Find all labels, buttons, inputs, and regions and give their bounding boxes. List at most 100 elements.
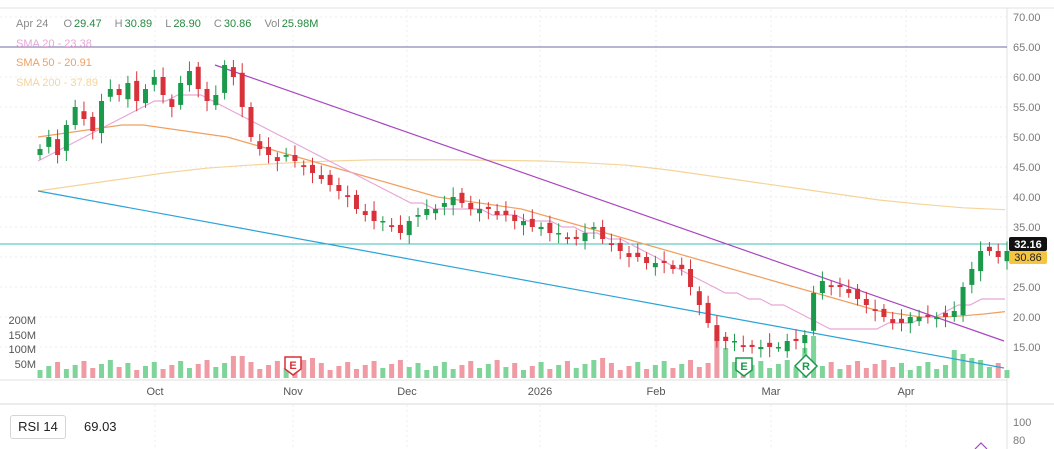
volume-bar	[986, 367, 992, 378]
candle-body	[661, 260, 667, 263]
event-label: E	[740, 361, 747, 373]
y-tick-label: 60.00	[1013, 72, 1041, 84]
volume-bar	[749, 365, 755, 378]
volume-bar	[151, 362, 157, 378]
event-shield	[284, 356, 302, 376]
candle-body	[538, 227, 544, 230]
volume-tick-label: 50M	[15, 359, 36, 371]
candle-body	[582, 233, 588, 242]
volume-bar	[608, 363, 614, 378]
volume-bar	[775, 364, 781, 378]
volume-bar	[37, 370, 43, 378]
y-tick-label: 20.00	[1013, 312, 1041, 324]
candle-body	[433, 209, 439, 214]
volume-bar	[564, 361, 570, 378]
y-tick-label: 45.00	[1013, 162, 1041, 174]
candle-body	[811, 293, 817, 331]
candle-body	[72, 107, 78, 125]
candle-body	[318, 175, 324, 179]
volume-bar	[978, 360, 984, 378]
candle-body	[942, 312, 948, 317]
volume-bar	[459, 365, 465, 378]
candle-body	[450, 197, 456, 206]
candle-body	[310, 164, 316, 173]
volume-bar	[863, 368, 869, 378]
volume-bar	[424, 370, 430, 378]
volume-bar	[380, 368, 386, 378]
volume-bar	[318, 363, 324, 378]
volume-bar	[731, 362, 737, 378]
volume-bar	[222, 363, 228, 378]
candle-body	[248, 107, 254, 137]
volume-bar	[723, 348, 729, 378]
event-label: E	[289, 360, 296, 372]
volume-bar	[107, 360, 113, 378]
close-label: C	[213, 18, 222, 30]
sma20-legend[interactable]: SMA 20 - 23.38	[16, 37, 92, 50]
candle-body	[389, 225, 395, 227]
event-label: R	[802, 361, 810, 373]
candle-body	[371, 210, 377, 221]
candle-body	[195, 66, 201, 89]
candle-body	[723, 336, 729, 341]
volume-label: Vol	[264, 18, 280, 30]
last-price-text: 32.16	[1014, 239, 1042, 251]
close-price-badge-bg	[1009, 251, 1047, 265]
volume-bar	[450, 369, 456, 378]
candle-body	[969, 269, 975, 285]
candle-body	[415, 215, 421, 217]
candle-body	[345, 195, 351, 197]
y-tick-label: 40.00	[1013, 192, 1041, 204]
event-shield	[735, 357, 753, 377]
rsi-indicator-label[interactable]: RSI 14	[10, 415, 66, 439]
volume-bar	[934, 369, 940, 378]
volume-bar	[310, 358, 316, 378]
volume-bar	[72, 365, 78, 378]
volume-bar	[951, 350, 957, 378]
volume-bar	[582, 364, 588, 378]
sma50-legend[interactable]: SMA 50 - 20.91	[16, 57, 92, 69]
candle-body	[828, 285, 834, 287]
volume-bar	[652, 365, 658, 378]
volume-bar	[942, 365, 948, 378]
sma200-line	[37, 159, 1006, 211]
volume-bar	[55, 362, 61, 378]
candle-body	[257, 141, 263, 149]
volume-bar	[819, 366, 825, 378]
candle-body	[1004, 251, 1010, 262]
sma200-legend[interactable]: SMA 200 - 37.89	[16, 76, 98, 89]
volume-bar	[142, 366, 148, 378]
candle-body	[266, 146, 272, 155]
candle-body	[55, 139, 61, 155]
volume-bar	[178, 361, 184, 378]
candle-body	[503, 210, 509, 215]
candle-body	[46, 137, 52, 147]
candle-body	[978, 251, 984, 272]
volume-bar	[336, 366, 342, 378]
candle-body	[327, 174, 333, 185]
sma20-line	[37, 94, 1005, 330]
candle-body	[494, 211, 500, 215]
candle-body	[890, 319, 896, 323]
x-tick-label: Feb	[647, 386, 666, 398]
candle-body	[802, 335, 808, 344]
volume-bar	[617, 370, 623, 378]
volume-bar	[538, 362, 544, 378]
candles	[37, 59, 1010, 358]
candle-body	[934, 317, 940, 320]
candle-body	[160, 77, 166, 95]
low-label: L	[165, 18, 172, 30]
volume-bar	[503, 367, 509, 378]
candle-body	[397, 224, 403, 233]
y-tick-label: 15.00	[1013, 342, 1041, 354]
volume-bar	[248, 362, 254, 378]
candle-body	[740, 345, 746, 347]
volume-bar	[266, 365, 272, 378]
volume-bar	[899, 363, 905, 378]
volume-bar	[670, 368, 676, 378]
ohlc-row: Apr 24 O 29.47 H 30.89 L 28.90 C 30.86 Vol 25…	[16, 15, 328, 35]
candle-body	[380, 221, 386, 223]
candle-body	[573, 236, 579, 239]
candle-body	[564, 237, 570, 239]
